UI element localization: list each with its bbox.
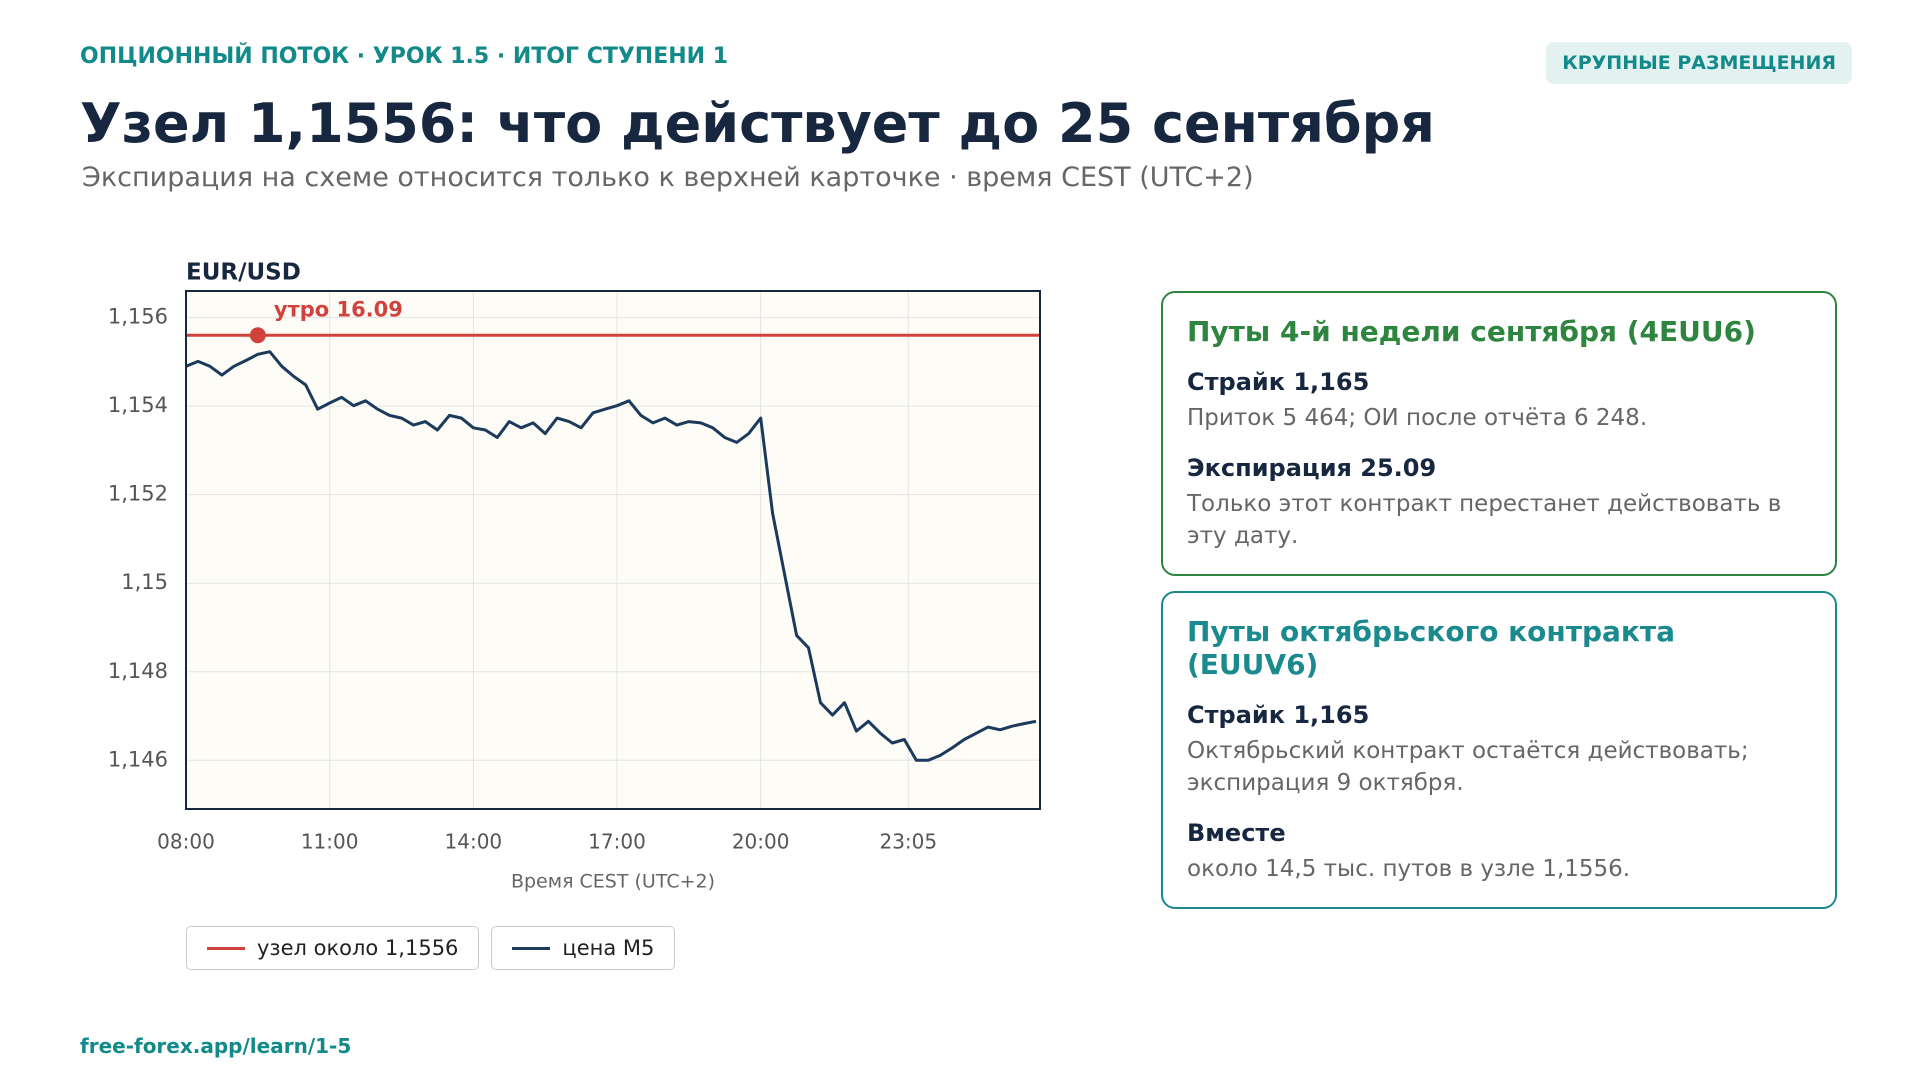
price-line [185, 350, 1037, 762]
y-tick-label: 1,148 [108, 659, 168, 683]
card-item-text: Приток 5 464; ОИ после отчёта 6 248. [1187, 405, 1648, 431]
legend-entry: узел около 1,1556 [186, 926, 480, 970]
x-tick-label: 11:00 [301, 830, 359, 854]
y-tick-label: 1,154 [108, 393, 168, 417]
badge: КРУПНЫЕ РАЗМЕЩЕНИЯ [1546, 42, 1852, 84]
legend-swatch [512, 946, 551, 950]
card-item-text: около 14,5 тыс. путов в узле 1,1556. [1187, 856, 1631, 882]
plot-border [185, 290, 1041, 810]
card: Путы октябрьского контракта (EUUV6) Страй… [1161, 591, 1837, 909]
x-tick-label: 08:00 [157, 830, 215, 854]
legend-label: цена M5 [562, 936, 655, 960]
x-tick-label: 14:00 [445, 830, 503, 854]
card: Путы 4-й недели сентября (4EUU6) Страйк 1… [1161, 291, 1837, 576]
legend-label: узел около 1,1556 [257, 936, 459, 960]
card-item-label: Вместе [1187, 819, 1286, 847]
x-tick-label: 17:00 [588, 830, 646, 854]
card-item-label: Страйк 1,165 [1187, 701, 1370, 729]
y-tick-label: 1,152 [108, 482, 168, 506]
subtitle: Экспирация на схеме относится только к в… [82, 162, 1254, 193]
annotation-label: утро 16.09 [274, 297, 403, 321]
card-title: Путы 4-й недели сентября (4EUU6) [1187, 315, 1756, 348]
y-tick-label: 1,146 [108, 747, 168, 771]
x-axis-label: Время CEST (UTC+2) [511, 871, 715, 893]
card-item-label: Страйк 1,165 [1187, 368, 1370, 396]
card-item-text: Только этот контракт перестанет действов… [1187, 491, 1782, 549]
card-item-label: Экспирация 25.09 [1187, 454, 1437, 482]
legend-entry: цена M5 [491, 926, 676, 970]
x-tick-label: 23:05 [879, 830, 937, 854]
chart-title: EUR/USD [186, 260, 301, 286]
footer-link: free-forex.app/learn/1-5 [80, 1034, 352, 1058]
y-tick-label: 1,156 [108, 305, 168, 329]
annotation-marker [249, 327, 266, 344]
title: Узел 1,1556: что действует до 25 сентябр… [80, 92, 1435, 155]
kicker: ОПЦИОННЫЙ ПОТОК · УРОК 1.5 · ИТОГ СТУПЕН… [80, 44, 729, 69]
card-item-text: Октябрьский контракт остаётся действоват… [1187, 738, 1749, 796]
legend-swatch [207, 946, 245, 950]
card-title: Путы октябрьского контракта (EUUV6) [1187, 615, 1676, 681]
plot-background [186, 291, 1040, 809]
y-tick-label: 1,15 [121, 570, 168, 594]
x-tick-label: 20:00 [732, 830, 790, 854]
